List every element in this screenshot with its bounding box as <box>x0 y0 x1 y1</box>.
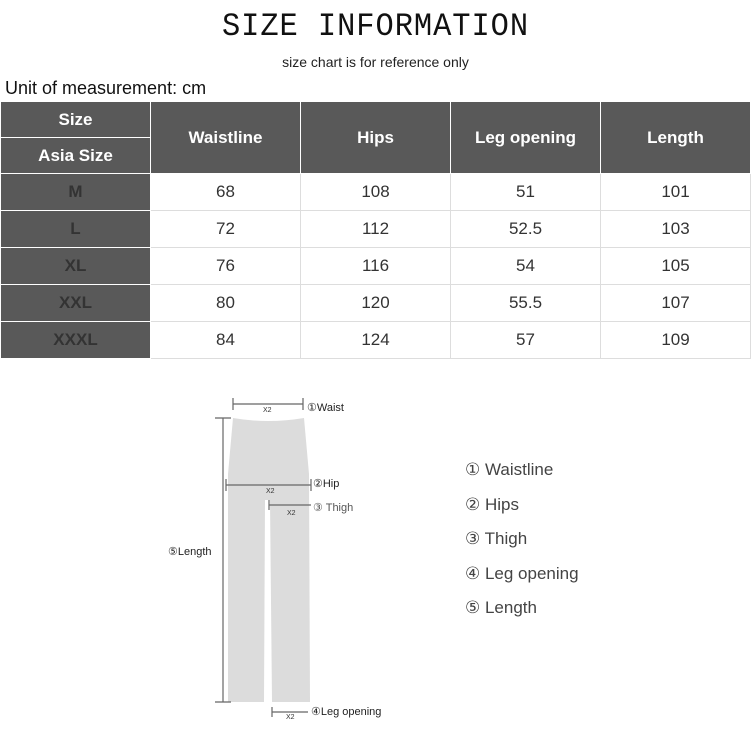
col-header: Leg opening <box>450 101 601 174</box>
size-cell: L <box>0 210 151 248</box>
legend-item: ④ Leg opening <box>465 563 579 583</box>
thigh-line <box>268 500 311 510</box>
value-cell: 101 <box>600 173 751 211</box>
legend-item: ⑤ Length <box>465 598 537 617</box>
value-cell: 51 <box>450 173 601 211</box>
subtitle: size chart is for reference only <box>282 54 469 70</box>
unit-label: Unit of measurement: cm <box>5 78 207 98</box>
value-cell: 72 <box>150 210 301 248</box>
hip-x2: X2 <box>266 488 275 495</box>
size-cell: XXL <box>0 284 151 322</box>
measurement-legend: ① Waistline ② Hips ③ Thigh ④ Leg opening… <box>465 460 579 633</box>
size-cell: XXXL <box>0 321 151 359</box>
leg-opening-line <box>271 707 308 717</box>
legend-item: ③ Thigh <box>465 529 528 548</box>
table-row: XXXL 84 124 57 109 <box>0 321 751 359</box>
waist-label: ①Waist <box>307 402 344 414</box>
leg-x2: X2 <box>286 714 295 721</box>
value-cell: 80 <box>150 284 301 322</box>
page-title: SIZE INFORMATION <box>221 8 530 45</box>
value-cell: 84 <box>150 321 301 359</box>
value-cell: 109 <box>600 321 751 359</box>
length-label: ⑤Length <box>168 546 212 558</box>
thigh-label: ③ Thigh <box>313 502 353 514</box>
table-row: XXL 80 120 55.5 107 <box>0 284 751 322</box>
value-cell: 112 <box>300 210 451 248</box>
col-header: Waistline <box>150 101 301 174</box>
size-cell: XL <box>0 247 151 285</box>
value-cell: 124 <box>300 321 451 359</box>
waist-line <box>232 398 304 410</box>
col-header: Length <box>600 101 751 174</box>
hip-line <box>225 479 312 491</box>
pants-shape <box>228 418 310 702</box>
thigh-x2: X2 <box>287 510 296 517</box>
legend-item: ① Waistline <box>465 460 554 479</box>
hip-label: ②Hip <box>313 478 339 490</box>
leg-opening-label: ④Leg opening <box>311 706 381 718</box>
value-cell: 108 <box>300 173 451 211</box>
size-table: Size Waistline Hips Leg opening Length A… <box>0 101 751 359</box>
table-row: L 72 112 52.5 103 <box>0 210 751 248</box>
legend-item: ② Hips <box>465 494 519 514</box>
value-cell: 103 <box>600 210 751 248</box>
asia-size-header: Asia Size <box>0 137 151 174</box>
value-cell: 54 <box>450 247 601 285</box>
waist-x2: X2 <box>263 407 272 414</box>
value-cell: 120 <box>300 284 451 322</box>
col-header: Hips <box>300 101 451 174</box>
value-cell: 57 <box>450 321 601 359</box>
value-cell: 52.5 <box>450 210 601 248</box>
length-line <box>215 417 231 703</box>
